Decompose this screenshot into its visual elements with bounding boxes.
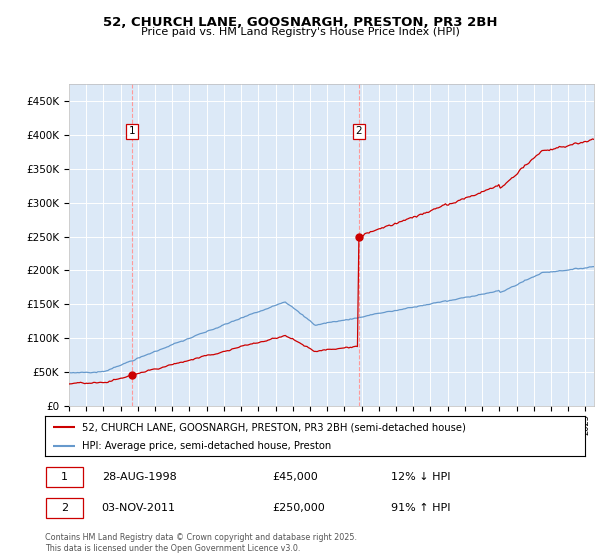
Text: 1: 1 xyxy=(61,472,68,482)
Text: 12% ↓ HPI: 12% ↓ HPI xyxy=(391,472,450,482)
Text: 03-NOV-2011: 03-NOV-2011 xyxy=(101,503,176,513)
Text: 2: 2 xyxy=(356,127,362,137)
Text: 91% ↑ HPI: 91% ↑ HPI xyxy=(391,503,450,513)
FancyBboxPatch shape xyxy=(46,498,83,518)
Text: Contains HM Land Registry data © Crown copyright and database right 2025.
This d: Contains HM Land Registry data © Crown c… xyxy=(45,533,357,553)
FancyBboxPatch shape xyxy=(46,466,83,487)
Text: 28-AUG-1998: 28-AUG-1998 xyxy=(101,472,176,482)
Text: 52, CHURCH LANE, GOOSNARGH, PRESTON, PR3 2BH (semi-detached house): 52, CHURCH LANE, GOOSNARGH, PRESTON, PR3… xyxy=(82,422,466,432)
Text: 1: 1 xyxy=(128,127,135,137)
Text: £250,000: £250,000 xyxy=(272,503,325,513)
Text: £45,000: £45,000 xyxy=(272,472,317,482)
Text: 52, CHURCH LANE, GOOSNARGH, PRESTON, PR3 2BH: 52, CHURCH LANE, GOOSNARGH, PRESTON, PR3… xyxy=(103,16,497,29)
Text: Price paid vs. HM Land Registry's House Price Index (HPI): Price paid vs. HM Land Registry's House … xyxy=(140,27,460,37)
Text: 2: 2 xyxy=(61,503,68,513)
Text: HPI: Average price, semi-detached house, Preston: HPI: Average price, semi-detached house,… xyxy=(82,441,331,451)
